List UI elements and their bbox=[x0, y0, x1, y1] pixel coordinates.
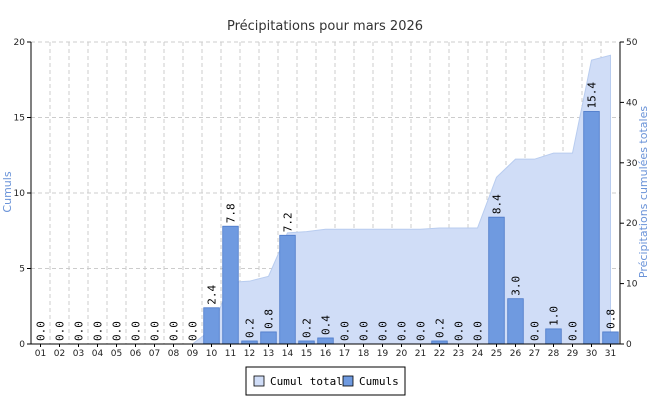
x-tick-label: 10 bbox=[206, 349, 218, 359]
y2-tick-label: 50 bbox=[626, 38, 638, 48]
x-tick-label: 08 bbox=[168, 349, 180, 359]
legend-box bbox=[245, 366, 406, 396]
legend-swatch-cumuls bbox=[342, 375, 354, 387]
y2-tick-label: 40 bbox=[626, 98, 638, 108]
x-tick-label: 30 bbox=[586, 349, 598, 359]
bar-value-label: 0.0 bbox=[130, 321, 143, 341]
bar-value-label: 0.0 bbox=[35, 321, 48, 341]
x-tick-label: 06 bbox=[130, 349, 142, 359]
bar-value-label: 7.8 bbox=[225, 203, 238, 223]
bar-value-label: 2.4 bbox=[206, 285, 219, 305]
x-tick-label: 13 bbox=[263, 349, 274, 359]
bar-value-label: 0.0 bbox=[54, 321, 67, 341]
x-tick-label: 20 bbox=[396, 349, 408, 359]
bar-value-label: 0.0 bbox=[187, 321, 200, 341]
bar bbox=[222, 225, 239, 345]
y2-tick-label: 20 bbox=[626, 219, 638, 229]
x-tick-label: 28 bbox=[548, 349, 560, 359]
y-axis-title: Cumuls bbox=[1, 171, 14, 212]
x-tick-label: 22 bbox=[434, 349, 445, 359]
x-tick-label: 01 bbox=[35, 349, 46, 359]
bar-value-label: 0.2 bbox=[301, 318, 314, 338]
legend: Cumul total Cumuls bbox=[245, 366, 406, 396]
legend-label-cumuls: Cumuls bbox=[359, 375, 399, 388]
bar bbox=[279, 234, 296, 345]
bar-value-label: 0.0 bbox=[339, 321, 352, 341]
legend-label-cumul-total: Cumul total bbox=[270, 375, 343, 388]
bar bbox=[488, 216, 505, 345]
bar-value-label: 1.0 bbox=[548, 306, 561, 326]
x-tick-label: 31 bbox=[605, 349, 616, 359]
bar-value-label: 15.4 bbox=[586, 82, 599, 109]
x-tick-label: 11 bbox=[225, 349, 236, 359]
x-tick-label: 16 bbox=[320, 349, 332, 359]
bar bbox=[260, 331, 277, 345]
x-tick-label: 27 bbox=[529, 349, 540, 359]
bar-value-label: 0.0 bbox=[92, 321, 105, 341]
bar-value-label: 0.0 bbox=[567, 321, 580, 341]
bar-value-label: 0.0 bbox=[73, 321, 86, 341]
x-tick-label: 24 bbox=[472, 349, 484, 359]
y-tick-label: 20 bbox=[14, 38, 26, 48]
x-tick-label: 21 bbox=[415, 349, 426, 359]
x-tick-label: 19 bbox=[377, 349, 389, 359]
bar-value-label: 0.0 bbox=[149, 321, 162, 341]
y2-axis-title: Précipitations cumulées totales bbox=[637, 106, 650, 278]
bar bbox=[507, 298, 524, 345]
y-tick-label: 0 bbox=[19, 340, 25, 350]
bar-value-label: 0.0 bbox=[472, 321, 485, 341]
x-tick-label: 02 bbox=[54, 349, 65, 359]
bar bbox=[317, 337, 334, 345]
bar-value-label: 0.0 bbox=[415, 321, 428, 341]
y-tick-label: 10 bbox=[14, 189, 26, 199]
x-tick-label: 26 bbox=[510, 349, 522, 359]
bar-value-label: 0.0 bbox=[396, 321, 409, 341]
bar bbox=[602, 331, 619, 345]
legend-swatch-cumul-total bbox=[253, 375, 265, 387]
x-tick-label: 15 bbox=[301, 349, 312, 359]
bar-value-label: 0.0 bbox=[529, 321, 542, 341]
x-tick-label: 18 bbox=[358, 349, 370, 359]
bar-value-label: 0.4 bbox=[320, 315, 333, 335]
bar-value-label: 0.2 bbox=[434, 318, 447, 338]
y-tick-label: 15 bbox=[14, 114, 25, 124]
x-tick-label: 23 bbox=[453, 349, 464, 359]
bar-value-label: 8.4 bbox=[491, 194, 504, 214]
y2-tick-label: 10 bbox=[626, 280, 638, 290]
bar-value-labels: 0.0 0.0 0.0 0.0 0.0 0.0 0.0 0.0 0.0 2.4 7.8 0.2 0.8 7… bbox=[35, 82, 618, 341]
x-tick-label: 09 bbox=[187, 349, 199, 359]
x-tick-label: 04 bbox=[92, 349, 104, 359]
y2-tick-label: 0 bbox=[626, 340, 632, 350]
x-tick-label: 17 bbox=[339, 349, 350, 359]
chart-title: Précipitations pour mars 2026 bbox=[227, 19, 423, 34]
bar-value-label: 0.2 bbox=[244, 318, 257, 338]
bar-value-label: 0.8 bbox=[605, 309, 618, 329]
x-tick-label: 07 bbox=[149, 349, 160, 359]
x-tick-label: 12 bbox=[244, 349, 255, 359]
bar bbox=[203, 307, 220, 345]
x-tick-label: 05 bbox=[111, 349, 122, 359]
x-tick-label: 03 bbox=[73, 349, 84, 359]
bar-value-label: 0.0 bbox=[453, 321, 466, 341]
x-tick-label: 14 bbox=[282, 349, 294, 359]
y-tick-label: 5 bbox=[19, 265, 25, 275]
bar-value-label: 0.0 bbox=[168, 321, 181, 341]
bar-value-label: 7.2 bbox=[282, 212, 295, 232]
y2-tick-label: 30 bbox=[626, 159, 638, 169]
bar bbox=[583, 111, 600, 345]
bar-value-label: 0.8 bbox=[263, 309, 276, 329]
bar-value-label: 0.0 bbox=[377, 321, 390, 341]
bar-value-label: 0.0 bbox=[111, 321, 124, 341]
bar bbox=[545, 328, 562, 345]
bar-value-label: 3.0 bbox=[510, 276, 523, 296]
x-tick-label: 29 bbox=[567, 349, 579, 359]
bar-value-label: 0.0 bbox=[358, 321, 371, 341]
x-tick-label: 25 bbox=[491, 349, 502, 359]
